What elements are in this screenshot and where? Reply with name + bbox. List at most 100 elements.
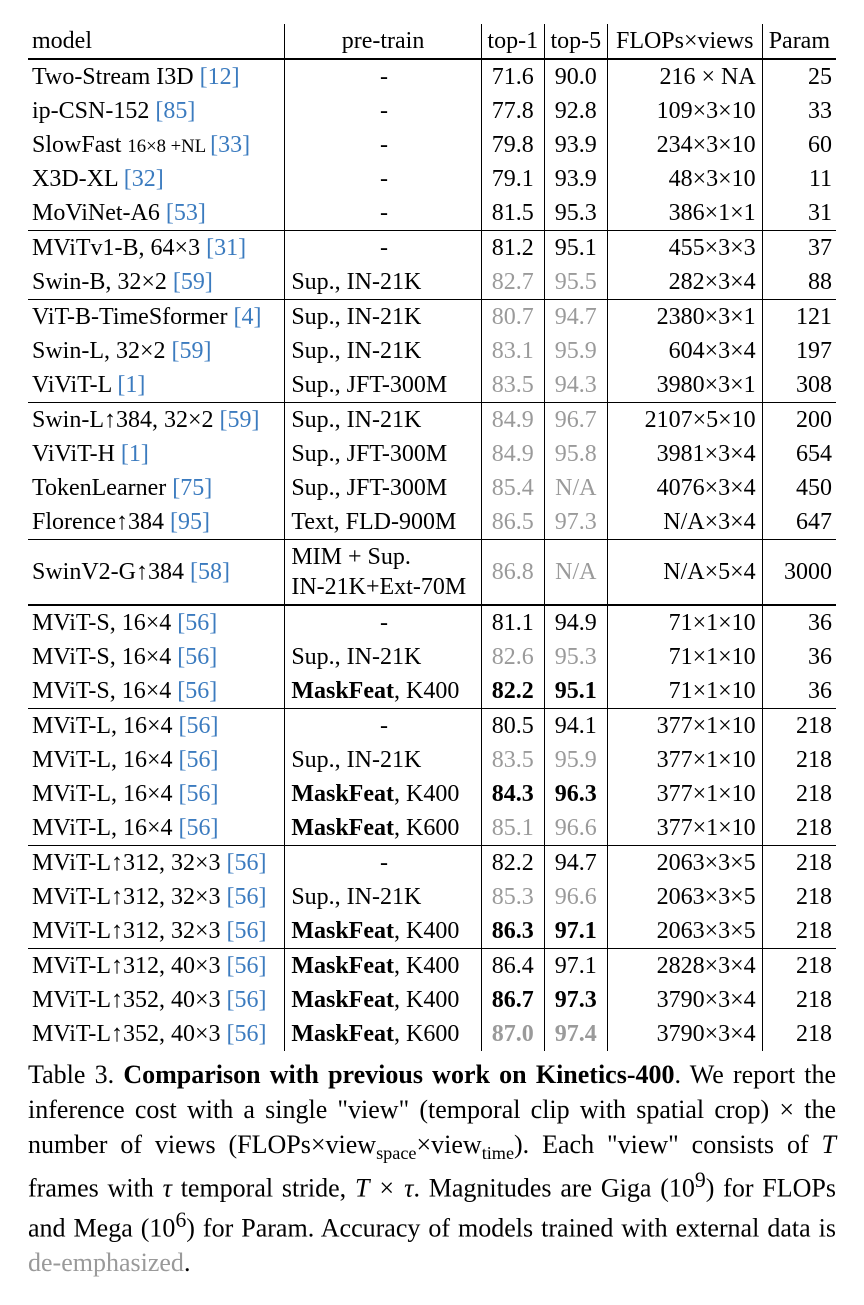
cell-param: 218 <box>762 949 836 984</box>
cell-pretrain: Sup., IN-21K <box>285 265 481 300</box>
cell-pretrain: Sup., IN-21K <box>285 300 481 335</box>
header-top5: top-5 <box>544 24 607 59</box>
cell-top1: 85.3 <box>481 880 544 914</box>
citation-link[interactable]: [85] <box>155 98 195 124</box>
citation-link[interactable]: [59] <box>220 407 260 433</box>
cell-top5: 95.1 <box>544 231 607 266</box>
citation-link[interactable]: [56] <box>179 713 219 739</box>
table-row: Swin-B, 32×2 [59]Sup., IN-21K82.795.5282… <box>28 265 836 300</box>
cell-param: 36 <box>762 640 836 674</box>
cell-model: MViT-L, 16×4 [56] <box>28 743 285 777</box>
caption-text: . <box>184 1248 191 1277</box>
cell-param: 37 <box>762 231 836 266</box>
cell-top5: 95.5 <box>544 265 607 300</box>
citation-link[interactable]: [56] <box>179 815 219 841</box>
citation-link[interactable]: [56] <box>227 953 267 979</box>
table-row: MViT-L↑312, 32×3 [56]MaskFeat, K40086.39… <box>28 914 836 949</box>
cell-top1: 71.6 <box>481 59 544 94</box>
caption-text: ). Each "view" consists of <box>514 1130 822 1159</box>
citation-link[interactable]: [58] <box>190 559 230 585</box>
cell-pretrain: Sup., IN-21K <box>285 640 481 674</box>
cell-top1: 84.3 <box>481 777 544 811</box>
citation-link[interactable]: [56] <box>227 918 267 944</box>
cell-top1: 82.6 <box>481 640 544 674</box>
cell-pretrain: Sup., IN-21K <box>285 880 481 914</box>
cell-param: 450 <box>762 471 836 505</box>
citation-link[interactable]: [4] <box>233 304 261 330</box>
cell-model: MViT-L, 16×4 [56] <box>28 811 285 846</box>
cell-model: MViT-L↑312, 40×3 [56] <box>28 949 285 984</box>
cell-param: 218 <box>762 743 836 777</box>
cell-pretrain: - <box>285 605 481 640</box>
table-row: Swin-L↑384, 32×2 [59]Sup., IN-21K84.996.… <box>28 403 836 438</box>
citation-link[interactable]: [56] <box>227 1021 267 1047</box>
citation-link[interactable]: [75] <box>172 475 212 501</box>
citation-link[interactable]: [56] <box>179 747 219 773</box>
cell-param: 25 <box>762 59 836 94</box>
cell-model: MViT-L, 16×4 [56] <box>28 709 285 744</box>
cell-pretrain: - <box>285 709 481 744</box>
cell-top1: 83.5 <box>481 368 544 403</box>
cell-pretrain: MaskFeat, K400 <box>285 983 481 1017</box>
citation-link[interactable]: [56] <box>177 644 217 670</box>
cell-top5: 94.1 <box>544 709 607 744</box>
citation-link[interactable]: [32] <box>124 166 164 192</box>
cell-top5: N/A <box>544 471 607 505</box>
caption-sub-space: space <box>376 1143 416 1163</box>
table-row: MViT-S, 16×4 [56]Sup., IN-21K82.695.371×… <box>28 640 836 674</box>
cell-model: SlowFast 16×8 +NL [33] <box>28 128 285 162</box>
cell-pretrain: Sup., JFT-300M <box>285 368 481 403</box>
header-model: model <box>28 24 285 59</box>
cell-model: ip-CSN-152 [85] <box>28 94 285 128</box>
citation-link[interactable]: [56] <box>227 884 267 910</box>
cell-top5: 97.3 <box>544 983 607 1017</box>
cell-flops: 377×1×10 <box>607 811 762 846</box>
citation-link[interactable]: [1] <box>117 372 145 398</box>
cell-flops: 48×3×10 <box>607 162 762 196</box>
cell-flops: 71×1×10 <box>607 674 762 709</box>
citation-link[interactable]: [31] <box>206 235 246 261</box>
cell-model: X3D-XL [32] <box>28 162 285 196</box>
citation-link[interactable]: [53] <box>166 200 206 226</box>
citation-link[interactable]: [95] <box>170 509 210 535</box>
cell-top5: 94.7 <box>544 846 607 881</box>
caption-tau: τ <box>163 1174 172 1203</box>
cell-pretrain: - <box>285 128 481 162</box>
cell-model: ViViT-L [1] <box>28 368 285 403</box>
cell-param: 218 <box>762 811 836 846</box>
citation-link[interactable]: [56] <box>177 678 217 704</box>
cell-pretrain: MaskFeat, K400 <box>285 914 481 949</box>
cell-top5: 94.9 <box>544 605 607 640</box>
cell-param: 60 <box>762 128 836 162</box>
cell-pretrain: - <box>285 94 481 128</box>
citation-link[interactable]: [56] <box>227 850 267 876</box>
header-flops: FLOPs×views <box>607 24 762 59</box>
cell-top1: 85.1 <box>481 811 544 846</box>
cell-flops: 3981×3×4 <box>607 437 762 471</box>
cell-flops: 377×1×10 <box>607 743 762 777</box>
citation-link[interactable]: [56] <box>179 781 219 807</box>
citation-link[interactable]: [59] <box>172 338 212 364</box>
table-row: Florence↑384 [95]Text, FLD-900M86.597.3N… <box>28 505 836 540</box>
cell-flops: 3790×3×4 <box>607 1017 762 1051</box>
cell-top5: 97.1 <box>544 914 607 949</box>
citation-link[interactable]: [56] <box>177 610 217 636</box>
cell-pretrain: MaskFeat, K600 <box>285 1017 481 1051</box>
cell-pretrain: - <box>285 231 481 266</box>
table-row: ViViT-H [1]Sup., JFT-300M84.995.83981×3×… <box>28 437 836 471</box>
cell-top1: 81.2 <box>481 231 544 266</box>
table-row: MViT-L, 16×4 [56]MaskFeat, K60085.196.63… <box>28 811 836 846</box>
cell-top5: 96.7 <box>544 403 607 438</box>
citation-link[interactable]: [1] <box>121 441 149 467</box>
citation-link[interactable]: [56] <box>227 987 267 1013</box>
cell-top5: 92.8 <box>544 94 607 128</box>
cell-param: 36 <box>762 605 836 640</box>
cell-top5: 90.0 <box>544 59 607 94</box>
citation-link[interactable]: [59] <box>173 269 213 295</box>
table-row: Two-Stream I3D [12]-71.690.0216 × NA25 <box>28 59 836 94</box>
cell-top1: 82.7 <box>481 265 544 300</box>
citation-link[interactable]: [33] <box>210 132 250 158</box>
header-param: Param <box>762 24 836 59</box>
cell-top5: 96.6 <box>544 811 607 846</box>
citation-link[interactable]: [12] <box>200 64 240 90</box>
